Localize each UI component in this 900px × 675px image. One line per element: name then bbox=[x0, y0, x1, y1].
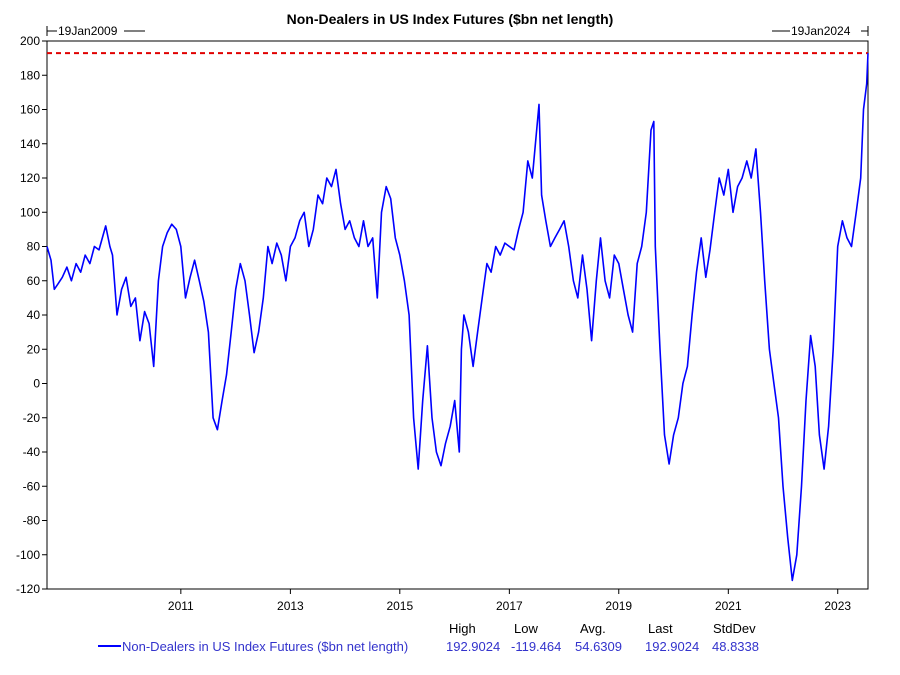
y-tick-label: -40 bbox=[23, 445, 41, 459]
stat-value-last: 192.9024 bbox=[645, 639, 699, 654]
x-tick-label: 2023 bbox=[824, 599, 851, 613]
y-tick-label: 140 bbox=[20, 137, 40, 151]
x-tick-label: 2011 bbox=[168, 599, 194, 613]
stat-value-low: -119.464 bbox=[511, 639, 561, 654]
y-tick-label: 60 bbox=[27, 274, 41, 288]
y-tick-label: 0 bbox=[33, 377, 40, 391]
stat-header-last: Last bbox=[648, 621, 673, 636]
y-tick-label: -100 bbox=[16, 548, 40, 562]
start-date-label: 19Jan2009 bbox=[58, 24, 118, 38]
y-tick-label: 160 bbox=[20, 103, 40, 117]
x-tick-label: 2017 bbox=[496, 599, 523, 613]
y-tick-label: 200 bbox=[20, 34, 40, 48]
series-line bbox=[46, 53, 869, 582]
y-axis: 200180160140120100806040200-20-40-60-80-… bbox=[16, 34, 47, 596]
y-tick-label: 100 bbox=[20, 205, 40, 219]
y-tick-label: -20 bbox=[23, 411, 41, 425]
x-tick-label: 2019 bbox=[605, 599, 632, 613]
y-tick-label: -120 bbox=[16, 582, 40, 596]
stat-value-avg: 54.6309 bbox=[575, 639, 622, 654]
stat-header-high: High bbox=[449, 621, 476, 636]
stats-table: High Low Avg. Last StdDev Non-Dealers in… bbox=[98, 621, 759, 654]
x-tick-label: 2021 bbox=[715, 599, 742, 613]
y-tick-label: 20 bbox=[27, 342, 41, 356]
y-tick-label: 120 bbox=[20, 171, 40, 185]
start-date-marker: 19Jan2009 bbox=[46, 24, 145, 38]
y-tick-label: 40 bbox=[27, 308, 41, 322]
x-tick-label: 2013 bbox=[277, 599, 304, 613]
chart-title: Non-Dealers in US Index Futures ($bn net… bbox=[287, 11, 614, 27]
y-tick-label: -60 bbox=[23, 479, 41, 493]
stat-header-avg: Avg. bbox=[580, 621, 606, 636]
x-axis: 2011 2013 2015 2017 2019 2021 2023 bbox=[168, 589, 851, 613]
stat-value-stddev: 48.8338 bbox=[712, 639, 759, 654]
stat-header-low: Low bbox=[514, 621, 538, 636]
y-tick-label: -80 bbox=[23, 514, 41, 528]
plot-area bbox=[46, 40, 869, 590]
stat-header-stddev: StdDev bbox=[713, 621, 756, 636]
stat-value-high: 192.9024 bbox=[446, 639, 500, 654]
x-tick-label: 2015 bbox=[386, 599, 413, 613]
end-date-label: 19Jan2024 bbox=[791, 24, 851, 38]
legend-label: Non-Dealers in US Index Futures ($bn net… bbox=[122, 639, 408, 654]
y-tick-label: 80 bbox=[27, 240, 41, 254]
y-tick-label: 180 bbox=[20, 68, 40, 82]
end-date-marker: 19Jan2024 bbox=[772, 24, 869, 38]
